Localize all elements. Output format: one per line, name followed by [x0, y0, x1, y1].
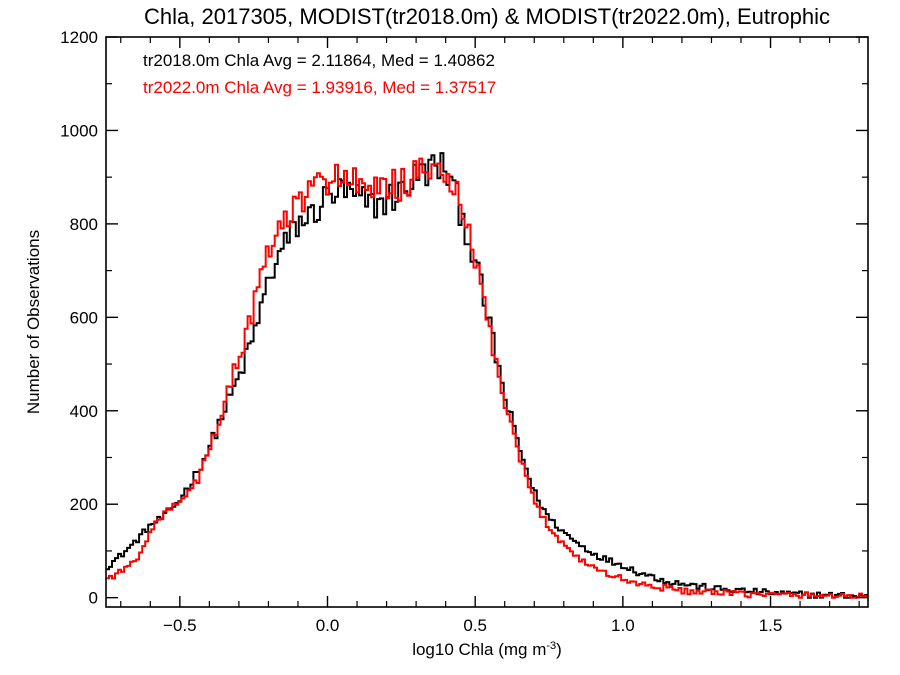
annotation-red: tr2022.0m Chla Avg = 1.93916, Med = 1.37…: [143, 78, 496, 97]
series-line-black: [106, 152, 868, 599]
x-tick-label: 1.0: [611, 616, 635, 635]
chart-title: Chla, 2017305, MODIST(tr2018.0m) & MODIS…: [144, 4, 830, 29]
x-tick-label: −0.5: [163, 616, 197, 635]
x-tick-label: 1.5: [759, 616, 783, 635]
x-tick-label: 0.0: [316, 616, 340, 635]
y-tick-label: 0: [89, 589, 98, 608]
y-tick-label: 1200: [60, 28, 98, 47]
series-layer: [106, 152, 868, 599]
y-tick-label: 800: [70, 215, 98, 234]
y-tick-label: 1000: [60, 121, 98, 140]
annotation-black: tr2018.0m Chla Avg = 2.11864, Med = 1.40…: [143, 51, 495, 70]
x-axis-label-close: ): [556, 640, 562, 659]
series-line-red: [106, 157, 868, 599]
x-axis-label: log10 Chla (mg m-3): [412, 640, 562, 659]
plot-frame: [105, 36, 869, 608]
y-tick-label: 200: [70, 495, 98, 514]
y-axis-label: Number of Observations: [24, 230, 43, 414]
x-axis-label-main: log10 Chla (mg m: [412, 640, 546, 659]
y-tick-label: 600: [70, 308, 98, 327]
x-axis-label-superscript: -3: [546, 640, 556, 652]
ticks-layer: −0.5 0.0 0.5 1.0 1.5 0 200 400 600 800 1000 1200: [60, 28, 868, 635]
x-tick-label: 0.5: [463, 616, 487, 635]
y-tick-label: 400: [70, 402, 98, 421]
